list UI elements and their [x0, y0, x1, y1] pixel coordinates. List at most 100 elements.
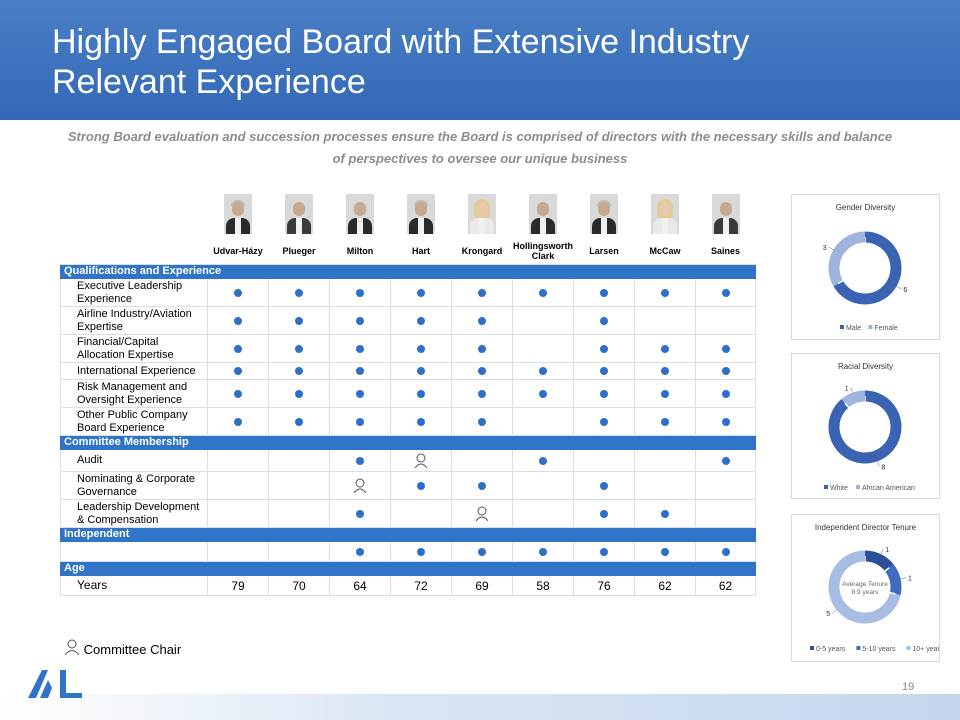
matrix-cell	[390, 541, 452, 562]
director-photo-cell	[269, 190, 330, 238]
row-label: Executive Leadership Experience	[60, 278, 208, 307]
matrix-cell	[634, 449, 696, 472]
matrix-cell	[695, 379, 756, 408]
matrix-cell	[451, 471, 513, 500]
age-label: Years	[60, 575, 208, 596]
matrix-cell	[695, 471, 756, 500]
data-label: 5	[826, 611, 830, 618]
row-label: Risk Management and Oversight Experience	[60, 379, 208, 408]
legend-label: White	[830, 485, 848, 492]
matrix-cell	[573, 362, 635, 380]
racial-donut-svg: 8 1 White African American	[824, 386, 915, 492]
section-label: Age	[60, 561, 756, 576]
leader-line	[877, 460, 880, 467]
matrix-cell	[512, 306, 574, 335]
director-name: Hart	[390, 238, 452, 265]
director-photo	[590, 194, 618, 234]
matrix-cell	[512, 499, 574, 528]
committee-chair-icon	[414, 453, 428, 468]
dot-marker	[600, 389, 608, 398]
age-value: 58	[512, 575, 574, 596]
director-name: Plueger	[268, 238, 330, 265]
age-value: 69	[451, 575, 513, 596]
matrix-cell	[634, 499, 696, 528]
qualification-row: Risk Management and Oversight Experience	[60, 379, 756, 408]
matrix-cell	[695, 449, 756, 472]
donut-slice	[833, 231, 902, 305]
row-label: Leadership Development & Compensation	[60, 499, 208, 528]
legend-label: 0-5 years	[816, 646, 846, 653]
director-name: Krongard	[451, 238, 513, 265]
data-label: 6	[903, 287, 907, 294]
title-line-2: Relevant Experience	[52, 63, 366, 101]
matrix-cell	[329, 471, 391, 500]
dot-marker	[600, 509, 608, 518]
tenure-chart: Independent Director Tenure 1 1 5 Average T…	[791, 514, 940, 662]
matrix-cell	[634, 306, 696, 335]
data-label: 3	[823, 245, 827, 252]
matrix-cell	[207, 379, 269, 408]
director-photo-cell	[635, 190, 696, 238]
age-value: 70	[268, 575, 330, 596]
age-value: 72	[390, 575, 452, 596]
director-name: Saines	[695, 238, 756, 265]
dot-marker	[234, 389, 242, 398]
dot-marker	[478, 288, 486, 297]
dot-marker	[417, 481, 425, 490]
legend-swatch	[906, 646, 911, 650]
dot-marker	[478, 367, 486, 376]
matrix-cell	[451, 449, 513, 472]
matrix-cell	[695, 334, 756, 363]
dot-marker	[295, 288, 303, 297]
leader-line	[900, 577, 907, 580]
section-label: Committee Membership	[60, 435, 756, 450]
section-committee: Committee Membership	[60, 435, 756, 450]
empty-cell	[60, 238, 208, 265]
qualification-row: Airline Industry/Aviation Expertise	[60, 306, 756, 335]
matrix-cell	[451, 306, 513, 335]
data-label: 1	[885, 547, 889, 554]
dot-marker	[721, 288, 730, 297]
dot-marker	[661, 288, 669, 297]
leader-line	[831, 609, 838, 614]
dot-marker	[295, 344, 303, 353]
dot-marker	[478, 344, 486, 353]
dot-marker	[417, 417, 425, 426]
matrix-cell	[512, 362, 574, 380]
matrix-cell	[512, 407, 574, 436]
row-label: International Experience	[60, 362, 208, 380]
section-qualifications: Qualifications and Experience	[60, 264, 756, 279]
photo-row	[61, 190, 756, 238]
matrix-cell	[329, 334, 391, 363]
matrix-cell	[390, 362, 452, 380]
matrix-cell	[573, 306, 635, 335]
dot-marker	[478, 547, 486, 556]
dot-marker	[234, 316, 242, 325]
committee-row: Nominating & Corporate Governance	[60, 471, 756, 500]
dot-marker	[356, 547, 364, 556]
matrix-cell	[695, 541, 756, 562]
legend-swatch	[824, 485, 828, 489]
center-label: Average Tenure	[842, 581, 888, 588]
matrix-cell	[390, 407, 452, 436]
director-photo	[651, 194, 679, 234]
committee-chair-icon	[64, 639, 80, 656]
board-matrix-table: Udvar-Házy Plueger Milton Hart Krongard Holli…	[60, 190, 756, 596]
matrix-cell	[573, 449, 635, 472]
matrix-cell	[573, 334, 635, 363]
matrix-cell	[634, 278, 696, 307]
committee-chair-label: Committee Chair	[83, 642, 182, 657]
independent-row	[60, 541, 756, 562]
dot-marker	[234, 288, 242, 297]
matrix-cell	[207, 306, 269, 335]
director-name: McCaw	[634, 238, 696, 265]
matrix-cell	[329, 306, 391, 335]
dot-marker	[234, 344, 242, 353]
matrix-cell	[512, 278, 574, 307]
committee-row: Leadership Development & Compensation	[60, 499, 756, 528]
matrix-cell	[329, 362, 391, 380]
matrix-cell	[634, 362, 696, 380]
dot-marker	[356, 367, 364, 376]
dot-marker	[478, 389, 486, 398]
